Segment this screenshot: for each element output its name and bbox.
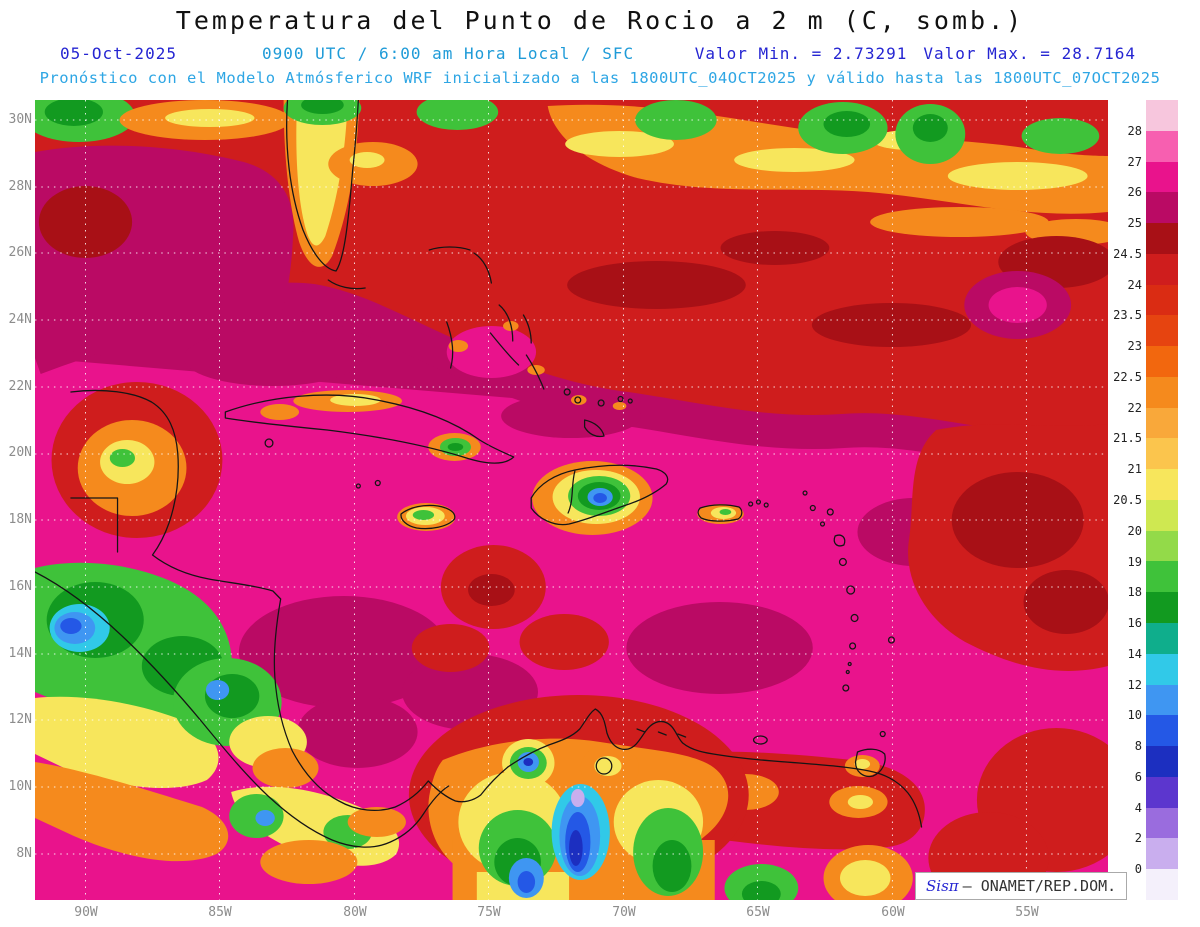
lon-tick-label: 85W — [208, 905, 232, 920]
map-canvas — [35, 100, 1108, 900]
lat-tick-label: 30N — [8, 112, 32, 127]
colorbar-tick-label: 24 — [1127, 277, 1142, 292]
colorbar-segment — [1146, 407, 1178, 439]
colorbar-segment — [1146, 499, 1178, 531]
colorbar-tick-label: 26 — [1127, 185, 1142, 200]
colorbar-tick-label: 22.5 — [1113, 369, 1142, 384]
colorbar-segment — [1146, 530, 1178, 562]
colorbar-tick-label: 20 — [1127, 523, 1142, 538]
colorbar — [1146, 100, 1178, 900]
colorbar-tick-label: 18 — [1127, 585, 1142, 600]
lon-tick-label: 65W — [746, 905, 770, 920]
colorbar-segment — [1146, 192, 1178, 224]
colorbar-segment — [1146, 592, 1178, 624]
credit-brand: Sisπ — [926, 877, 959, 895]
colorbar-segment — [1146, 684, 1178, 716]
colorbar-segment — [1146, 715, 1178, 747]
colorbar-tick-label: 12 — [1127, 677, 1142, 692]
colorbar-tick-label: 14 — [1127, 646, 1142, 661]
colorbar-segment — [1146, 807, 1178, 839]
colorbar-tick-label: 24.5 — [1113, 246, 1142, 261]
run-info-line: 05-Oct-2025 0900 UTC / 6:00 am Hora Loca… — [0, 44, 1200, 64]
lon-tick-label: 75W — [477, 905, 501, 920]
credit-badge: Sisπ – ONAMET/REP.DOM. — [915, 872, 1128, 900]
page-title: Temperatura del Punto de Rocio a 2 m (C,… — [175, 6, 1025, 35]
lon-tick-label: 90W — [74, 905, 98, 920]
lat-tick-label: 26N — [8, 245, 32, 260]
run-date: 05-Oct-2025 — [60, 44, 177, 63]
colorbar-segment — [1146, 223, 1178, 254]
grid-lines — [35, 100, 1108, 900]
colorbar-segment — [1146, 776, 1178, 808]
colorbar-segment — [1146, 284, 1178, 316]
colorbar-segment — [1146, 100, 1178, 131]
colorbar-segment — [1146, 161, 1178, 193]
lat-tick-label: 16N — [8, 579, 32, 594]
colorbar-tick-label: 22 — [1127, 400, 1142, 415]
colorbar-tick-label: 6 — [1134, 769, 1142, 784]
colorbar-segment — [1146, 869, 1178, 900]
lon-tick-label: 55W — [1015, 905, 1039, 920]
colorbar-tick-label: 20.5 — [1113, 493, 1142, 507]
lat-tick-label: 8N — [16, 846, 32, 861]
temperature-field — [35, 100, 1108, 900]
colorbar-segment — [1146, 346, 1178, 377]
max-value: Valor Max. = 28.7164 — [923, 44, 1136, 63]
min-value: Valor Min. = 2.73291 — [694, 44, 908, 63]
lat-tick-label: 24N — [8, 312, 32, 327]
model-info-line: Pronóstico con el Modelo Atmósferico WRF… — [39, 69, 1161, 87]
colorbar-segment — [1146, 838, 1178, 870]
colorbar-segment — [1146, 653, 1178, 685]
map-frame — [35, 100, 1108, 900]
colorbar-tick-label: 28 — [1127, 123, 1142, 138]
colorbar-segment — [1146, 623, 1178, 654]
colorbar-segment — [1146, 253, 1178, 285]
colorbar-tick-label: 2 — [1134, 831, 1142, 846]
colorbar-tick-label: 10 — [1127, 708, 1142, 723]
colorbar-tick-label: 16 — [1127, 616, 1142, 631]
colorbar-segment — [1146, 315, 1178, 347]
colorbar-tick-label: 23.5 — [1113, 308, 1142, 323]
colorbar-tick-label: 8 — [1134, 739, 1142, 754]
colorbar-tick-label: 21.5 — [1113, 431, 1142, 446]
colorbar-tick-label: 23 — [1127, 339, 1142, 354]
min-max-values: Valor Min. = 2.73291 Valor Max. = 28.7164 — [679, 44, 1136, 63]
lat-tick-label: 20N — [8, 445, 32, 460]
colorbar-tick-label: 0 — [1134, 862, 1142, 877]
lat-tick-label: 18N — [8, 512, 32, 527]
lon-tick-label: 80W — [343, 905, 367, 920]
colorbar-tick-label: 4 — [1134, 800, 1142, 815]
lat-tick-label: 10N — [8, 779, 32, 794]
lat-tick-label: 12N — [8, 712, 32, 727]
colorbar-tick-label: 21 — [1127, 462, 1142, 477]
colorbar-tick-label: 25 — [1127, 216, 1142, 231]
lat-tick-label: 22N — [8, 379, 32, 394]
lon-tick-label: 60W — [881, 905, 905, 920]
colorbar-segment — [1146, 561, 1178, 593]
colorbar-segment — [1146, 469, 1178, 500]
colorbar-segment — [1146, 130, 1178, 162]
colorbar-tick-label: 27 — [1127, 154, 1142, 169]
credit-org: – ONAMET/REP.DOM. — [962, 877, 1117, 895]
lat-tick-label: 28N — [8, 179, 32, 194]
lon-tick-label: 70W — [612, 905, 636, 920]
colorbar-segment — [1146, 746, 1178, 777]
lat-tick-label: 14N — [8, 646, 32, 661]
colorbar-segment — [1146, 376, 1178, 408]
valid-time: 0900 UTC / 6:00 am Hora Local / SFC — [262, 44, 635, 63]
coastlines — [35, 100, 923, 848]
colorbar-tick-label: 19 — [1127, 554, 1142, 569]
colorbar-segment — [1146, 438, 1178, 470]
